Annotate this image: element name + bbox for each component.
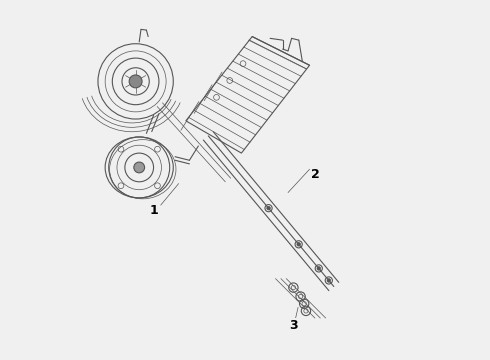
Circle shape <box>134 162 145 173</box>
Circle shape <box>129 75 142 88</box>
Text: 3: 3 <box>289 319 298 332</box>
Circle shape <box>267 206 270 210</box>
Circle shape <box>317 267 320 270</box>
Circle shape <box>327 279 331 282</box>
Text: 1: 1 <box>149 204 158 217</box>
Circle shape <box>297 243 300 246</box>
Text: 2: 2 <box>311 168 319 181</box>
